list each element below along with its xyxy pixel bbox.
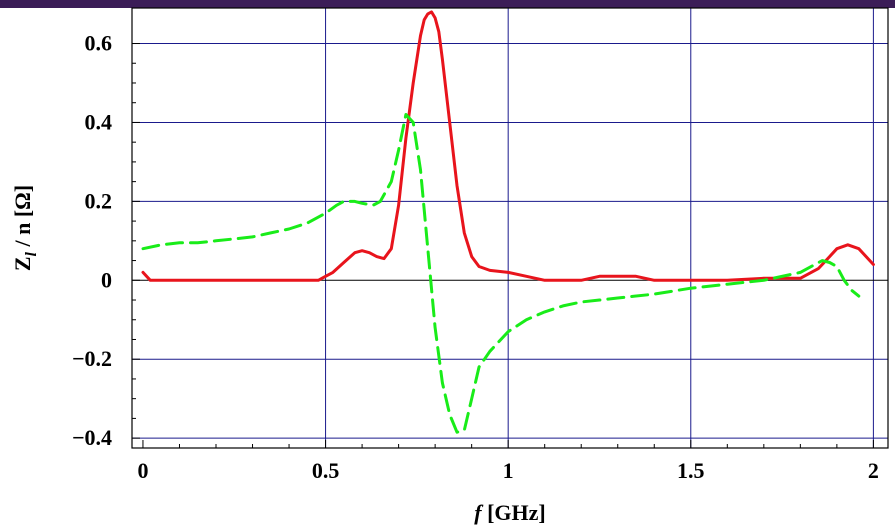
plot-background bbox=[132, 8, 888, 448]
x-tick-label: 1 bbox=[503, 458, 514, 483]
top-band bbox=[0, 0, 895, 8]
x-tick-label: 2 bbox=[868, 458, 879, 483]
y-tick-label: −0.4 bbox=[72, 425, 112, 450]
y-tick-label: 0 bbox=[101, 267, 112, 292]
y-axis-label: Zl / n [Ω] bbox=[10, 185, 40, 271]
y-tick-label: 0.2 bbox=[85, 188, 113, 213]
y-axis-label-rest: / n [Ω] bbox=[10, 185, 35, 252]
y-tick-label: −0.2 bbox=[72, 346, 112, 371]
y-tick-label: 0.6 bbox=[85, 31, 113, 56]
x-axis-label: f [GHz] bbox=[474, 500, 545, 525]
plot-area bbox=[132, 8, 888, 448]
x-tick-label: 0.5 bbox=[312, 458, 340, 483]
y-axis-label-variable: Z bbox=[10, 256, 35, 271]
x-tick-labels: 0 0.5 1 1.5 2 bbox=[137, 458, 878, 483]
x-tick-label: 0 bbox=[137, 458, 148, 483]
x-tick-label: 1.5 bbox=[677, 458, 705, 483]
x-axis-label-unit: [GHz] bbox=[482, 500, 546, 525]
y-tick-labels: −0.4 −0.2 0 0.2 0.4 0.6 bbox=[72, 31, 112, 451]
y-tick-label: 0.4 bbox=[85, 109, 113, 134]
